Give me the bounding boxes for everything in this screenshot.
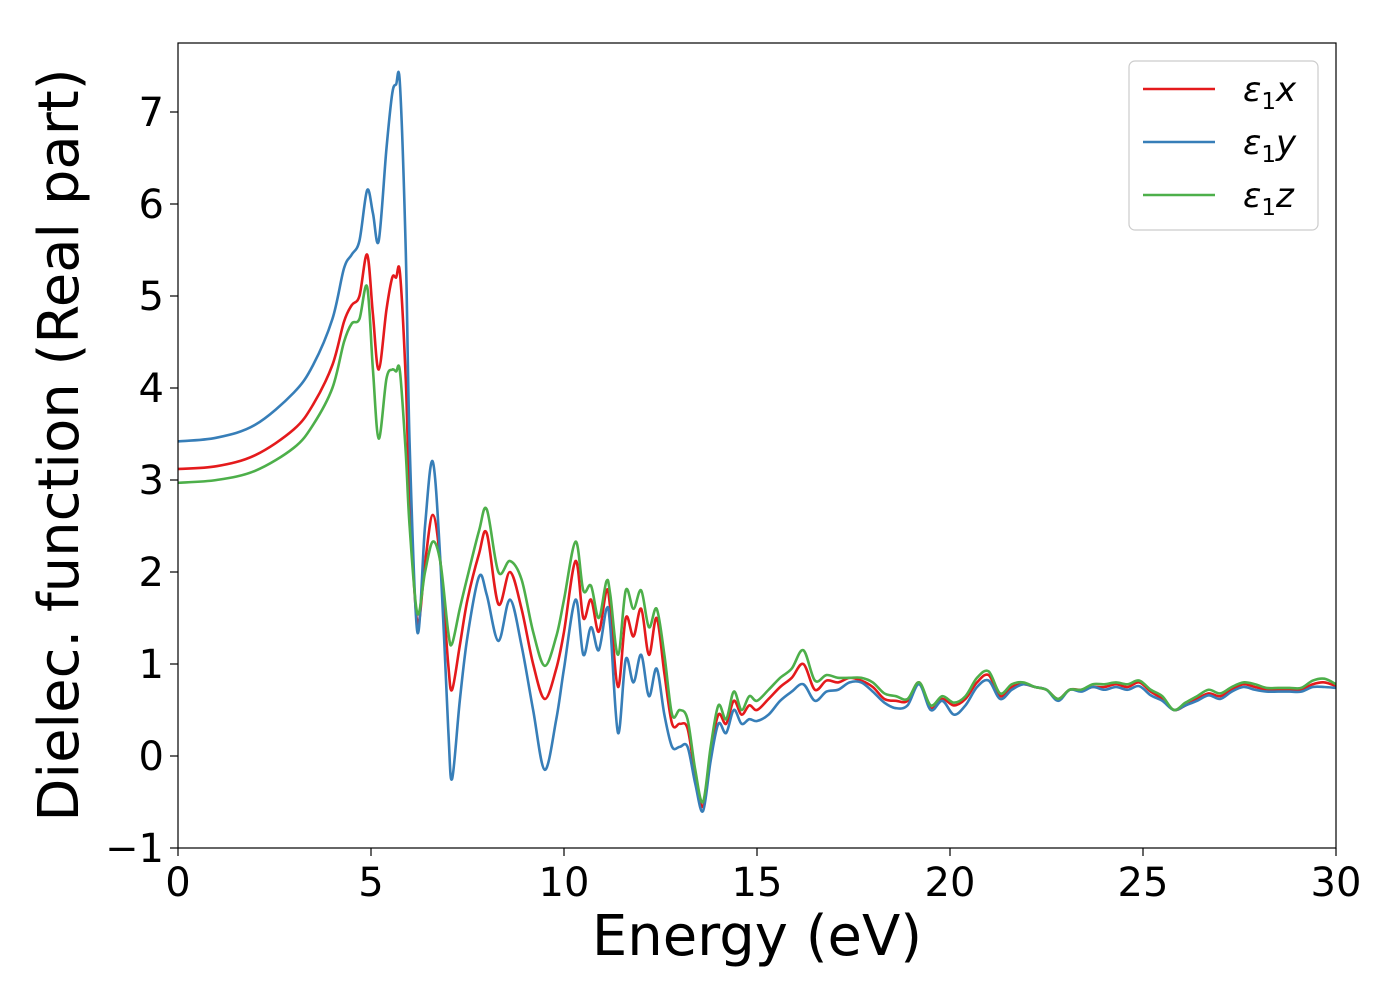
x-tick-label: 10	[539, 860, 590, 906]
y-tick-label: 3	[139, 458, 164, 504]
legend-label-y: ε1y	[1243, 123, 1297, 168]
x-tick-label: 20	[925, 860, 976, 906]
x-tick-label: 25	[1118, 860, 1169, 906]
x-axis-label: Energy (eV)	[592, 904, 922, 969]
y-tick-label: 2	[139, 550, 164, 596]
y-tick-label: 7	[139, 90, 164, 136]
legend-box	[1128, 60, 1319, 231]
series-line-z	[178, 284, 1336, 804]
y-tick-label: 6	[139, 182, 164, 228]
x-tick-label: 5	[358, 860, 383, 906]
series-line-y	[178, 70, 1336, 813]
legend: ε1x ε1y ε1z	[1128, 60, 1319, 231]
x-axis: 0 5 10 15 20 25 30	[165, 848, 1361, 906]
y-tick-label: 4	[139, 366, 164, 412]
y-axis-label: Dielec. function (Real part)	[27, 68, 92, 821]
y-tick-label: 5	[139, 274, 164, 320]
y-tick-label: 0	[139, 734, 164, 780]
legend-label-z: ε1z	[1243, 176, 1295, 221]
y-tick-label: 1	[139, 642, 164, 688]
y-axis: −1 0 1 2 3 4 5 6 7	[105, 90, 178, 872]
y-tick-label: −1	[105, 826, 164, 872]
series-layer	[178, 70, 1336, 813]
legend-label-x: ε1x	[1243, 70, 1297, 115]
x-tick-label: 15	[732, 860, 783, 906]
x-tick-label: 0	[165, 860, 190, 906]
x-tick-label: 30	[1311, 860, 1362, 906]
